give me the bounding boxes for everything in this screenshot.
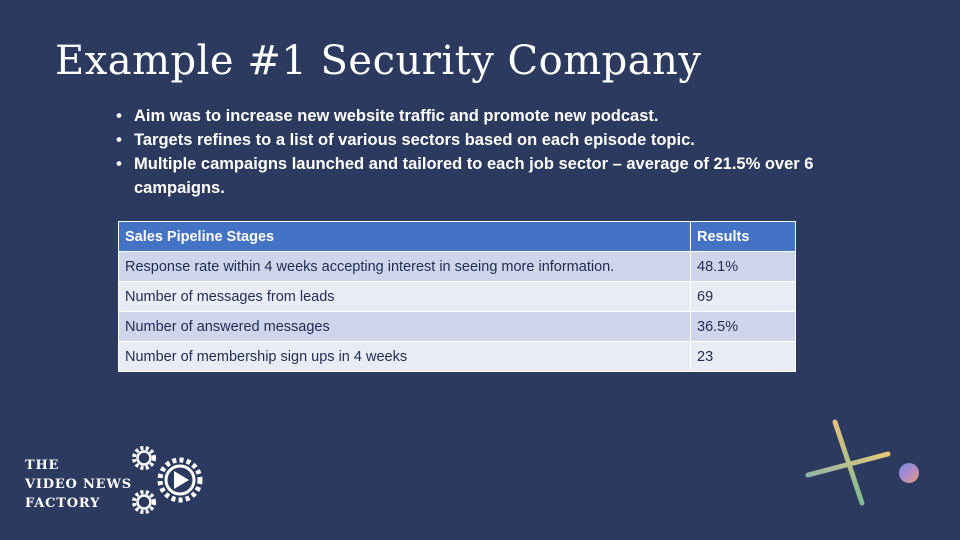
logo-wordmark: THE VIDEO NEWS FACTORY <box>25 456 132 513</box>
decorative-dot <box>899 463 919 483</box>
stage-cell: Number of messages from leads <box>118 281 691 312</box>
decorative-cross-icon <box>805 419 891 506</box>
gears-play-icon <box>132 446 203 514</box>
table-row: Number of messages from leads 69 <box>118 281 796 312</box>
table-row: Response rate within 4 weeks accepting i… <box>118 251 796 282</box>
table-row: Number of answered messages 36.5% <box>118 311 796 342</box>
result-cell: 23 <box>690 341 796 372</box>
stage-cell: Response rate within 4 weeks accepting i… <box>118 251 691 282</box>
stage-cell: Number of membership sign ups in 4 weeks <box>118 341 691 372</box>
header-stages: Sales Pipeline Stages <box>118 221 691 252</box>
result-cell: 48.1% <box>690 251 796 282</box>
stage-cell: Number of answered messages <box>118 311 691 342</box>
table-row: Number of membership sign ups in 4 weeks… <box>118 341 796 372</box>
result-cell: 36.5% <box>690 311 796 342</box>
slide-title: Example #1 Security Company <box>55 38 702 84</box>
bullet-marker: • <box>116 131 122 149</box>
bullet-marker: • <box>116 107 122 125</box>
bullet-text: Targets refines to a list of various sec… <box>134 131 695 149</box>
bullet-item: • Targets refines to a list of various s… <box>108 128 868 152</box>
bullet-item: • Aim was to increase new website traffi… <box>108 104 868 128</box>
logo-line: THE <box>25 458 60 473</box>
sales-pipeline-table: Sales Pipeline Stages Results Response r… <box>118 221 796 372</box>
bullet-marker: • <box>116 155 122 173</box>
result-cell: 69 <box>690 281 796 312</box>
bullet-text: Multiple campaigns launched and tailored… <box>134 155 814 197</box>
table-header-row: Sales Pipeline Stages Results <box>118 221 796 252</box>
bullet-text: Aim was to increase new website traffic … <box>134 107 659 125</box>
bullet-item: • Multiple campaigns launched and tailor… <box>108 152 868 200</box>
logo-line: VIDEO NEWS <box>25 477 132 492</box>
bullet-list: • Aim was to increase new website traffi… <box>108 104 868 200</box>
header-results: Results <box>690 221 796 252</box>
logo-line: FACTORY <box>25 496 101 511</box>
